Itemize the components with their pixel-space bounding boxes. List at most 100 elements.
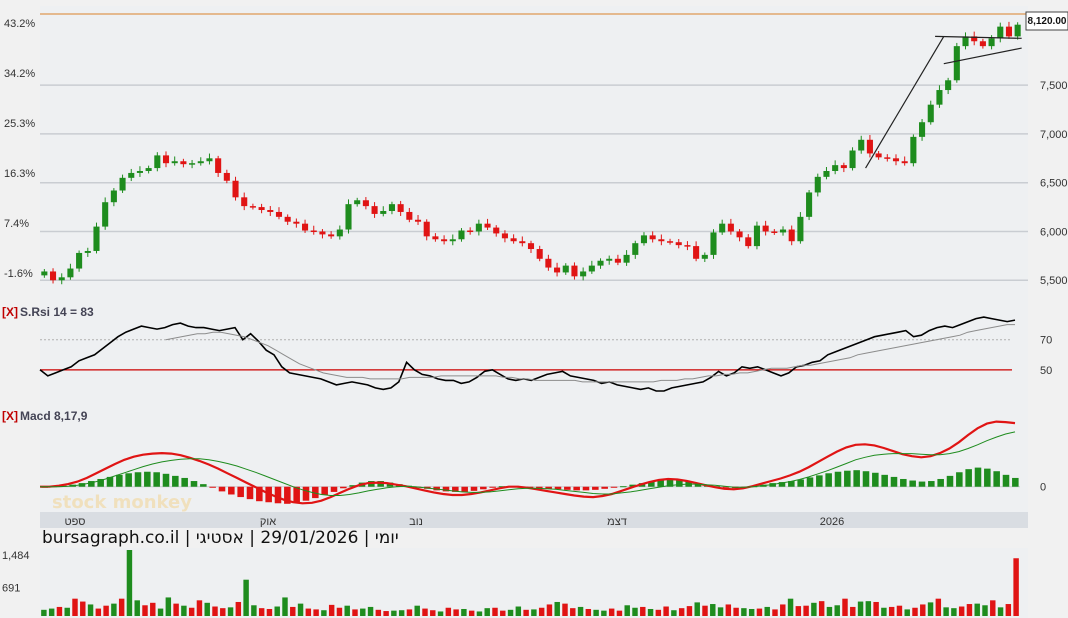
macd-histogram-bar (321, 486, 328, 496)
candle-body (275, 211, 283, 217)
volume-bar (647, 608, 654, 616)
volume-bar (710, 604, 716, 616)
volume-bar (966, 604, 973, 616)
volume-bar (173, 603, 179, 616)
volume-bar (367, 606, 374, 616)
volume-bar (982, 605, 988, 616)
macd-histogram-bar (461, 486, 468, 492)
volume-bar (321, 610, 327, 616)
volume-bar (562, 603, 568, 616)
volume-bar (111, 603, 117, 616)
candle-body (162, 155, 170, 164)
volume-bar (857, 601, 864, 616)
volume-bar (990, 600, 996, 616)
candle-body (484, 223, 491, 228)
volume-bar (772, 609, 778, 616)
macd-histogram-bar (442, 486, 450, 492)
volume-bar (997, 607, 1004, 616)
macd-histogram-bar (890, 476, 898, 487)
macd-plot (40, 420, 1020, 505)
volume-bar (570, 608, 576, 616)
volume-bar (702, 605, 708, 616)
candle-body (197, 161, 204, 164)
volume-bar (585, 608, 592, 616)
candle-body (102, 202, 109, 227)
macd-histogram-bar (274, 486, 282, 504)
candle-body (423, 221, 430, 237)
candle-body (67, 268, 74, 278)
volume-bar (56, 606, 63, 616)
volume-bar (80, 601, 86, 616)
macd-label-x: [X] (2, 409, 18, 423)
macd-histogram-bar (881, 474, 888, 487)
x-axis-label: 2026 (820, 516, 844, 528)
volume-bar (360, 608, 366, 616)
candle-body (588, 265, 595, 272)
volume-bars (41, 550, 1019, 616)
macd-histogram-bar (900, 478, 907, 487)
volume-bar (422, 608, 428, 616)
volume-bar (912, 607, 918, 616)
volume-bar (352, 609, 358, 616)
volume-bar (756, 608, 763, 616)
volume-bar (453, 609, 459, 616)
macd-histogram-bar (134, 472, 142, 487)
percent-tick-label: -1.6% (4, 268, 33, 280)
candle-body (736, 231, 743, 238)
macd-histogram-bar (162, 473, 170, 487)
chart-caption: יומי | 29/01/2026 | אסטיגי | bursagraph.… (42, 528, 399, 548)
macd-histogram-bar (722, 486, 730, 488)
last-price-tag-bg (1025, 11, 1068, 31)
candle-body (814, 176, 821, 193)
volume-bar (165, 597, 172, 616)
macd-tick-label: 0 (1040, 482, 1046, 494)
macd-histogram-bar (209, 486, 216, 488)
candle-body (328, 234, 335, 237)
macd-histogram-bar (984, 468, 991, 487)
macd-histogram-bar (592, 486, 599, 490)
candle-body (449, 239, 456, 242)
volume-bar (538, 607, 545, 616)
volume-bar (616, 610, 623, 616)
candle-body (388, 204, 395, 211)
volume-bar (95, 608, 102, 616)
candle-body (249, 206, 256, 208)
volume-bar (344, 605, 350, 616)
macd-histogram-bar (965, 469, 972, 487)
candle-body (719, 223, 726, 233)
candle-body (397, 204, 404, 212)
percent-tick-label: 16.3% (4, 168, 35, 180)
macd-histogram-bar (452, 486, 459, 492)
volume-bar (920, 604, 926, 616)
candle-body (136, 170, 143, 173)
macd-histogram-bar (200, 484, 207, 487)
candle-body (797, 216, 804, 242)
candle-body (345, 204, 352, 230)
candle-body (302, 223, 309, 231)
candle-body (562, 265, 569, 273)
volume-bar (328, 604, 335, 616)
candle-body (892, 158, 900, 162)
candle-body (614, 258, 621, 263)
candle-body (945, 80, 952, 91)
grid-lines (40, 13, 1028, 281)
volume-bar (134, 600, 140, 616)
candle-body (536, 249, 543, 259)
price-tick-label: 7,000 (1040, 129, 1068, 141)
candle-body (753, 225, 760, 247)
macd-histogram-bar (937, 478, 944, 487)
macd-histogram-bar (554, 486, 562, 490)
candle-body (988, 38, 995, 47)
candle-body (84, 250, 91, 253)
macd-histogram-bar (144, 471, 151, 487)
volume-bar (492, 607, 498, 616)
volume-tick-label: 1,484 (2, 550, 30, 562)
macd-histogram-bar (181, 477, 188, 487)
price-candles (41, 21, 1022, 285)
candle-body (110, 190, 117, 203)
volume-bar (951, 608, 957, 616)
candle-body (762, 225, 769, 232)
macd-histogram-bar (536, 486, 543, 489)
